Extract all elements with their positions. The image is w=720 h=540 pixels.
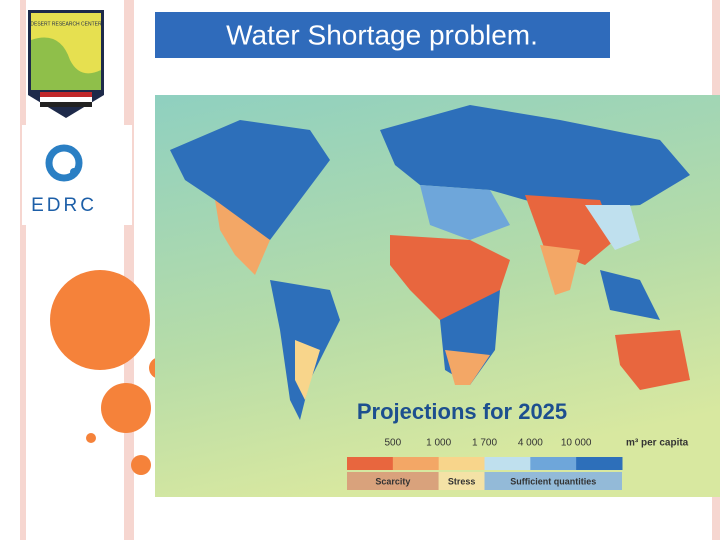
legend-threshold: 4 000: [518, 438, 543, 449]
map-title: Projections for 2025: [357, 399, 567, 424]
legend-unit: m³ per capita: [626, 438, 689, 449]
legend: Projections for 2025 500 1 000 1 700 4 000 1…: [347, 399, 689, 490]
legend-threshold: 500: [384, 438, 401, 449]
legend-class: [484, 472, 622, 490]
title-box: [155, 12, 610, 58]
legend-swatch: [438, 457, 485, 470]
legend-swatch: [347, 457, 394, 470]
decor-circles: [50, 270, 171, 475]
legend-threshold: 1 000: [426, 438, 451, 449]
legend-swatch: [576, 457, 623, 470]
legend-class: [438, 472, 485, 490]
center-name: DESERT RESEARCH CENTER: [30, 21, 102, 27]
drc-logo: DESERT RESEARCH CENTER: [28, 10, 104, 118]
legend-class-label: Scarcity: [375, 476, 410, 486]
legend-class: [347, 472, 439, 490]
legend-swatch: [484, 457, 531, 470]
edrc-logo: EDRC: [31, 144, 97, 216]
legend-swatch: [392, 457, 440, 470]
legend-threshold: 1 700: [472, 438, 497, 449]
legend-class-label: Sufficient quantities: [510, 476, 596, 486]
edrc-acronym: EDRC: [31, 195, 97, 216]
legend-class-label: Stress: [448, 476, 476, 486]
legend-swatch: [530, 457, 577, 470]
slide-title: Water Shortage problem.: [226, 19, 538, 50]
stripe: [20, 0, 26, 540]
legend-threshold: 10 000: [561, 438, 592, 449]
stripe: [124, 0, 134, 540]
world-map: [170, 105, 690, 420]
